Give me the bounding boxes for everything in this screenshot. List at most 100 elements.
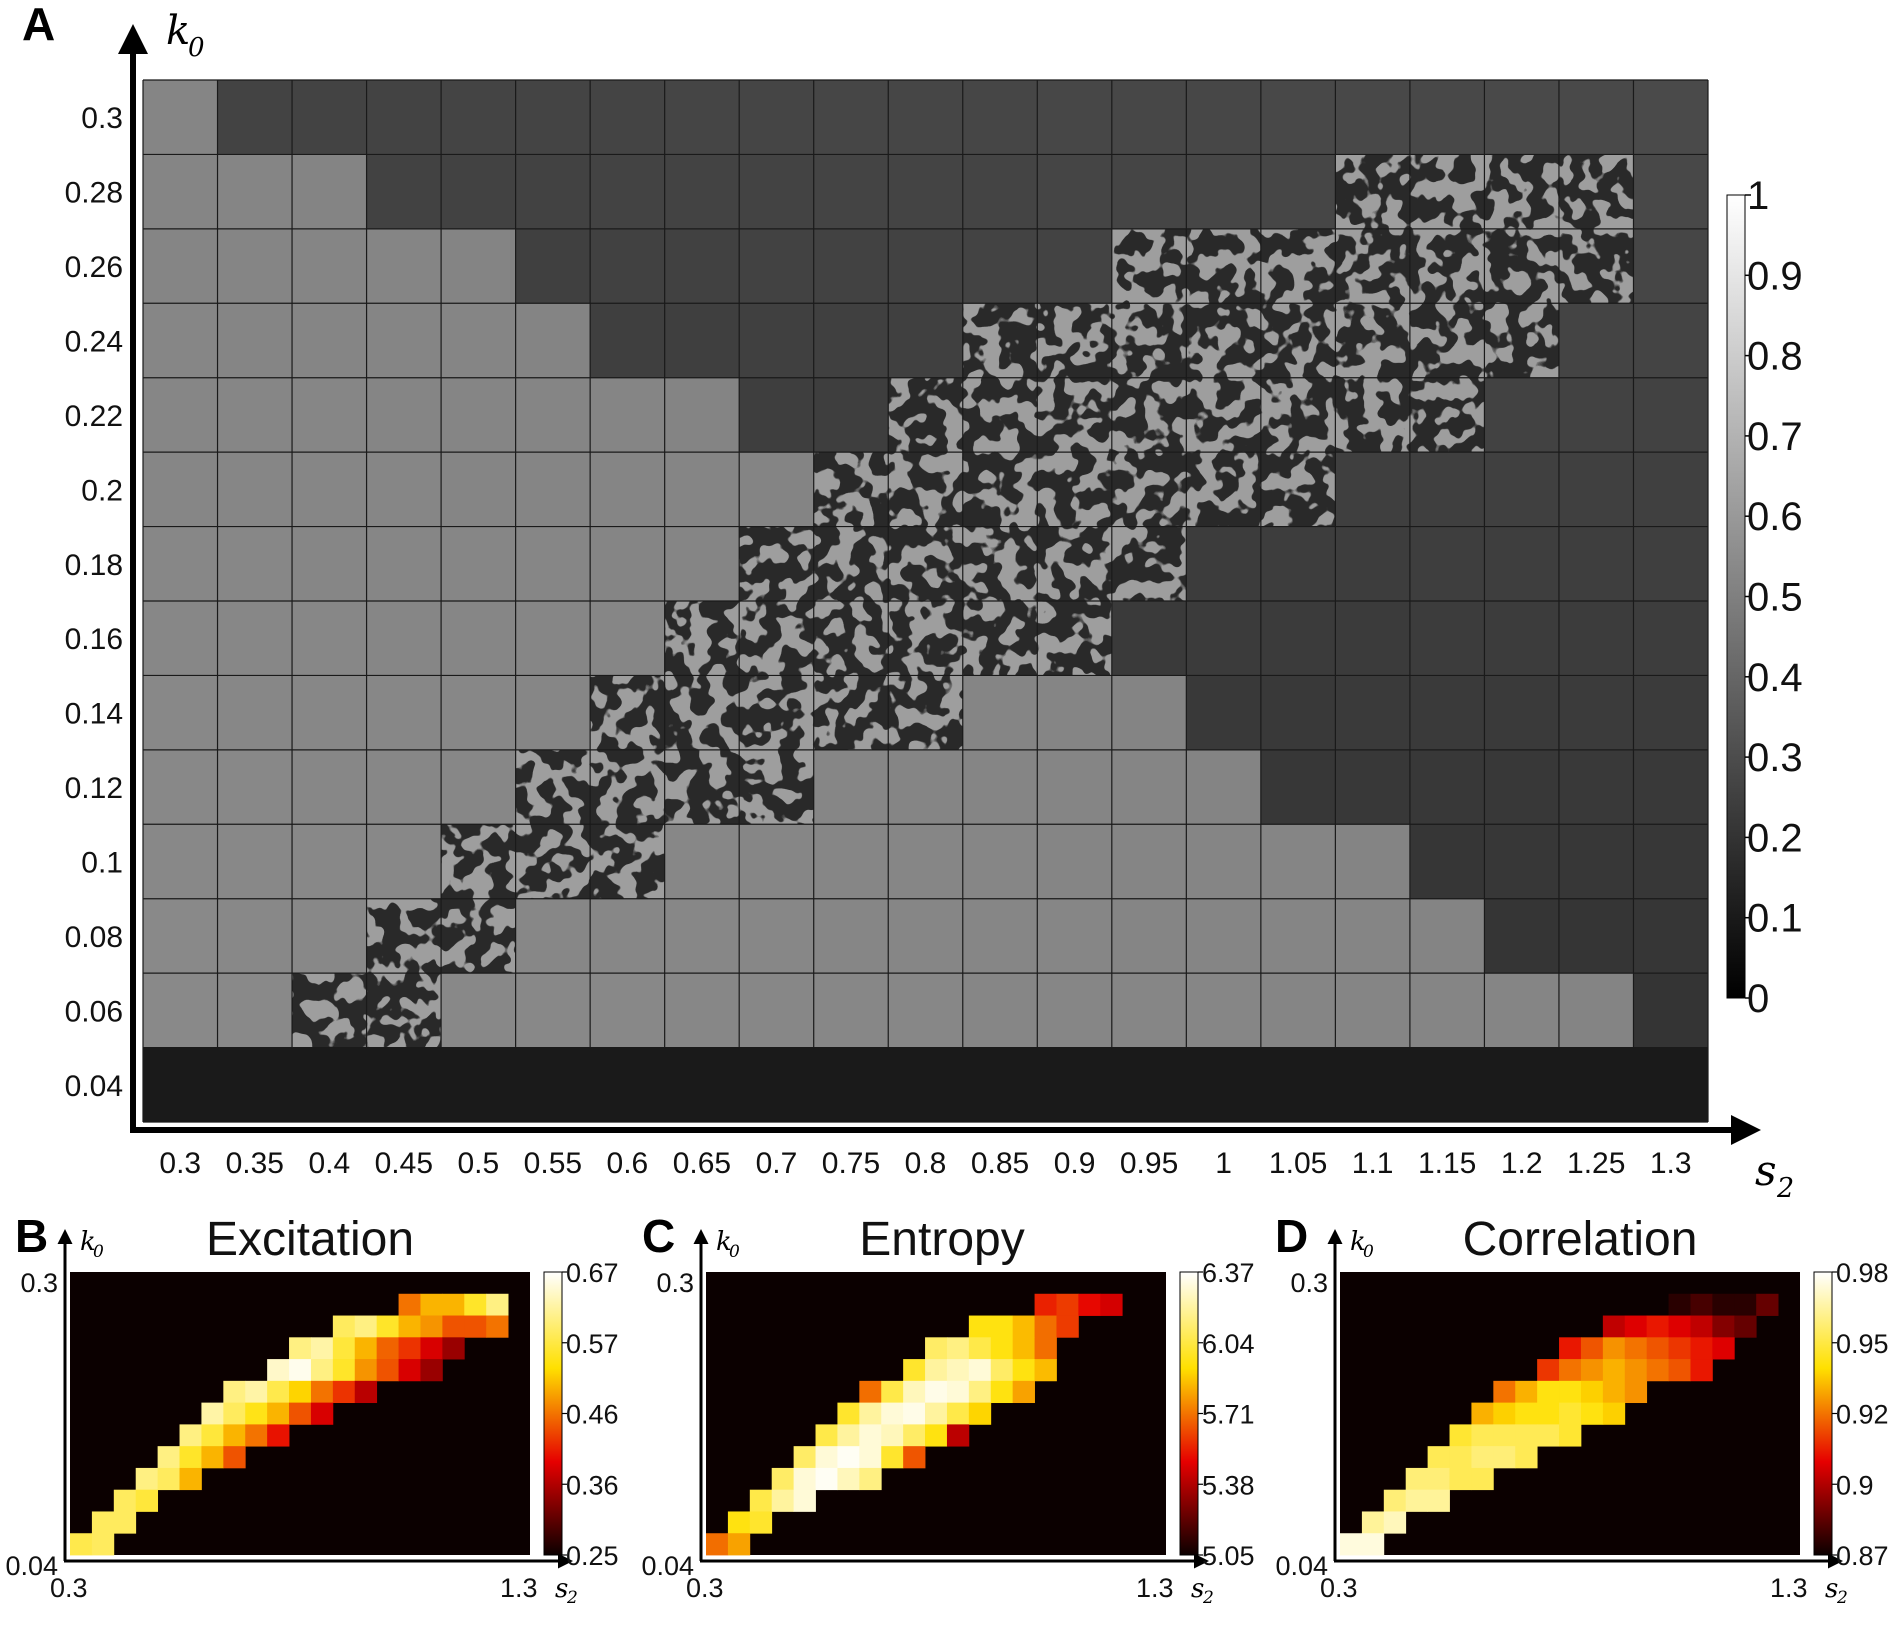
panel-a-cell <box>1558 601 1634 676</box>
panel-b-cell <box>420 1359 443 1382</box>
panel-a-colorbar-tick: 0 <box>1747 977 1769 1021</box>
panel-a-cell <box>590 526 665 601</box>
panel-a-pattern-overlay <box>366 898 442 974</box>
panel-a-cell <box>441 452 516 527</box>
panel-a-cell <box>888 749 963 825</box>
panel-b-title: Excitation <box>206 1213 414 1266</box>
panel-a-pattern-overlay <box>888 452 963 527</box>
panel-a-cell <box>143 228 218 304</box>
panel-b-cell <box>157 1446 180 1469</box>
panel-a-cell <box>1335 973 1410 1048</box>
panel-b-cell <box>113 1489 137 1512</box>
panel-a-cell <box>292 303 367 378</box>
panel-c-cell <box>837 1467 860 1491</box>
panel-b-cell <box>179 1467 202 1491</box>
panel-d-cell <box>1515 1424 1538 1447</box>
panel-a-cell <box>515 154 591 229</box>
panel-a-cell <box>1409 898 1485 974</box>
panel-a-cell <box>1409 80 1485 155</box>
panel-a-cell <box>664 898 740 974</box>
panel-a-cell <box>813 973 889 1048</box>
panel-b-cell <box>113 1511 137 1534</box>
panel-a-pattern-overlay <box>1111 377 1187 453</box>
panel-a-y-tick: 0.12 <box>65 772 123 805</box>
panel-a-cell <box>590 154 665 229</box>
panel-a-pattern-overlay <box>441 898 516 974</box>
panel-b-cell <box>267 1402 290 1425</box>
panel-b-cell <box>376 1315 399 1338</box>
panel-d-cell <box>1340 1533 1363 1556</box>
panel-a-colorbar-tick: 0.3 <box>1747 736 1803 780</box>
panel-a-cell <box>813 228 889 304</box>
panel-a-cell <box>1111 675 1187 750</box>
panel-b-cell <box>398 1315 421 1338</box>
panel-d-cell <box>1734 1293 1757 1316</box>
panel-c-cell <box>837 1446 860 1469</box>
panel-c-cell <box>990 1380 1014 1404</box>
panel-c-cell <box>706 1533 729 1556</box>
panel-d-cell <box>1383 1489 1407 1512</box>
panel-a-cell <box>366 601 442 676</box>
panel-a-y-axis-label: k 0 <box>166 8 205 63</box>
panel-a-x-tick: 1.25 <box>1567 1147 1625 1180</box>
panel-a-cell <box>664 526 740 601</box>
panel-c-cell <box>771 1489 795 1512</box>
panel-b-x-var-sub: 2 <box>566 1588 578 1608</box>
panel-a-y-tick: 0.14 <box>65 698 123 731</box>
panel-a-pattern-overlay <box>1484 303 1559 378</box>
panel-a-cell <box>217 228 293 304</box>
panel-b-cell <box>135 1489 159 1512</box>
panel-d-cell <box>1537 1380 1560 1404</box>
panel-a-cell <box>1260 601 1336 676</box>
panel-a-cell <box>292 824 367 899</box>
panel-c-cell <box>946 1380 970 1404</box>
panel-c-cell <box>793 1467 816 1491</box>
panel-c-cell <box>837 1424 860 1447</box>
panel-a-y-tick: 0.08 <box>65 921 123 954</box>
panel-a-cell <box>1111 154 1187 229</box>
panel-c-letter: C <box>642 1210 675 1262</box>
panel-a-cell <box>1484 973 1559 1048</box>
panel-a-pattern-overlay <box>962 452 1038 527</box>
panel-a-pattern-overlay <box>739 601 814 676</box>
panel-a-cell <box>1335 749 1410 825</box>
panel-b-colorbar-tick: 0.25 <box>566 1541 619 1571</box>
panel-d-colorbar-tick: 0.87 <box>1836 1541 1889 1571</box>
panel-a-cell <box>441 228 516 304</box>
panel-a-cell <box>366 377 442 453</box>
panel-a-cell <box>143 1047 218 1122</box>
panel-a-colorbar-tick: 0.4 <box>1747 656 1803 700</box>
panel-d-cell <box>1624 1359 1648 1382</box>
panel-c-y-tick-bottom: 0.04 <box>641 1551 694 1581</box>
panel-a-cell <box>366 452 442 527</box>
panel-a-pattern-overlay <box>590 749 665 825</box>
panel-a-cell <box>1558 526 1634 601</box>
panel-d-cell <box>1515 1446 1538 1469</box>
panel-a-cell <box>739 452 814 527</box>
panel-a-y-tick: 0.3 <box>81 102 123 135</box>
panel-b-y-var: k <box>80 1227 96 1257</box>
panel-a-cell <box>739 228 814 304</box>
panel-b-cell <box>464 1315 487 1338</box>
panel-b-cell <box>442 1337 465 1360</box>
panel-c-cell <box>903 1380 926 1404</box>
panel-b-cell <box>267 1359 290 1382</box>
panel-a-cell <box>1484 601 1559 676</box>
panel-a-x-tick: 1.1 <box>1352 1147 1394 1180</box>
panel-a-cell <box>292 675 367 750</box>
panel-a-pattern-overlay <box>813 601 889 676</box>
panel-a-cell <box>888 824 963 899</box>
panel-b-cell <box>70 1533 93 1556</box>
panel-a-cell <box>1633 675 1708 750</box>
panel-a-pattern-overlay <box>1484 154 1559 229</box>
panel-a-cell <box>1335 601 1410 676</box>
panel-c-cell <box>925 1424 948 1447</box>
panel-a-cell <box>1260 80 1336 155</box>
panel-c-cell <box>1034 1337 1057 1360</box>
panel-d-x-var-sub: 2 <box>1836 1588 1848 1608</box>
panel-a-cell <box>143 452 218 527</box>
panel-a-cell <box>1111 80 1187 155</box>
panel-a-cell <box>1335 80 1410 155</box>
